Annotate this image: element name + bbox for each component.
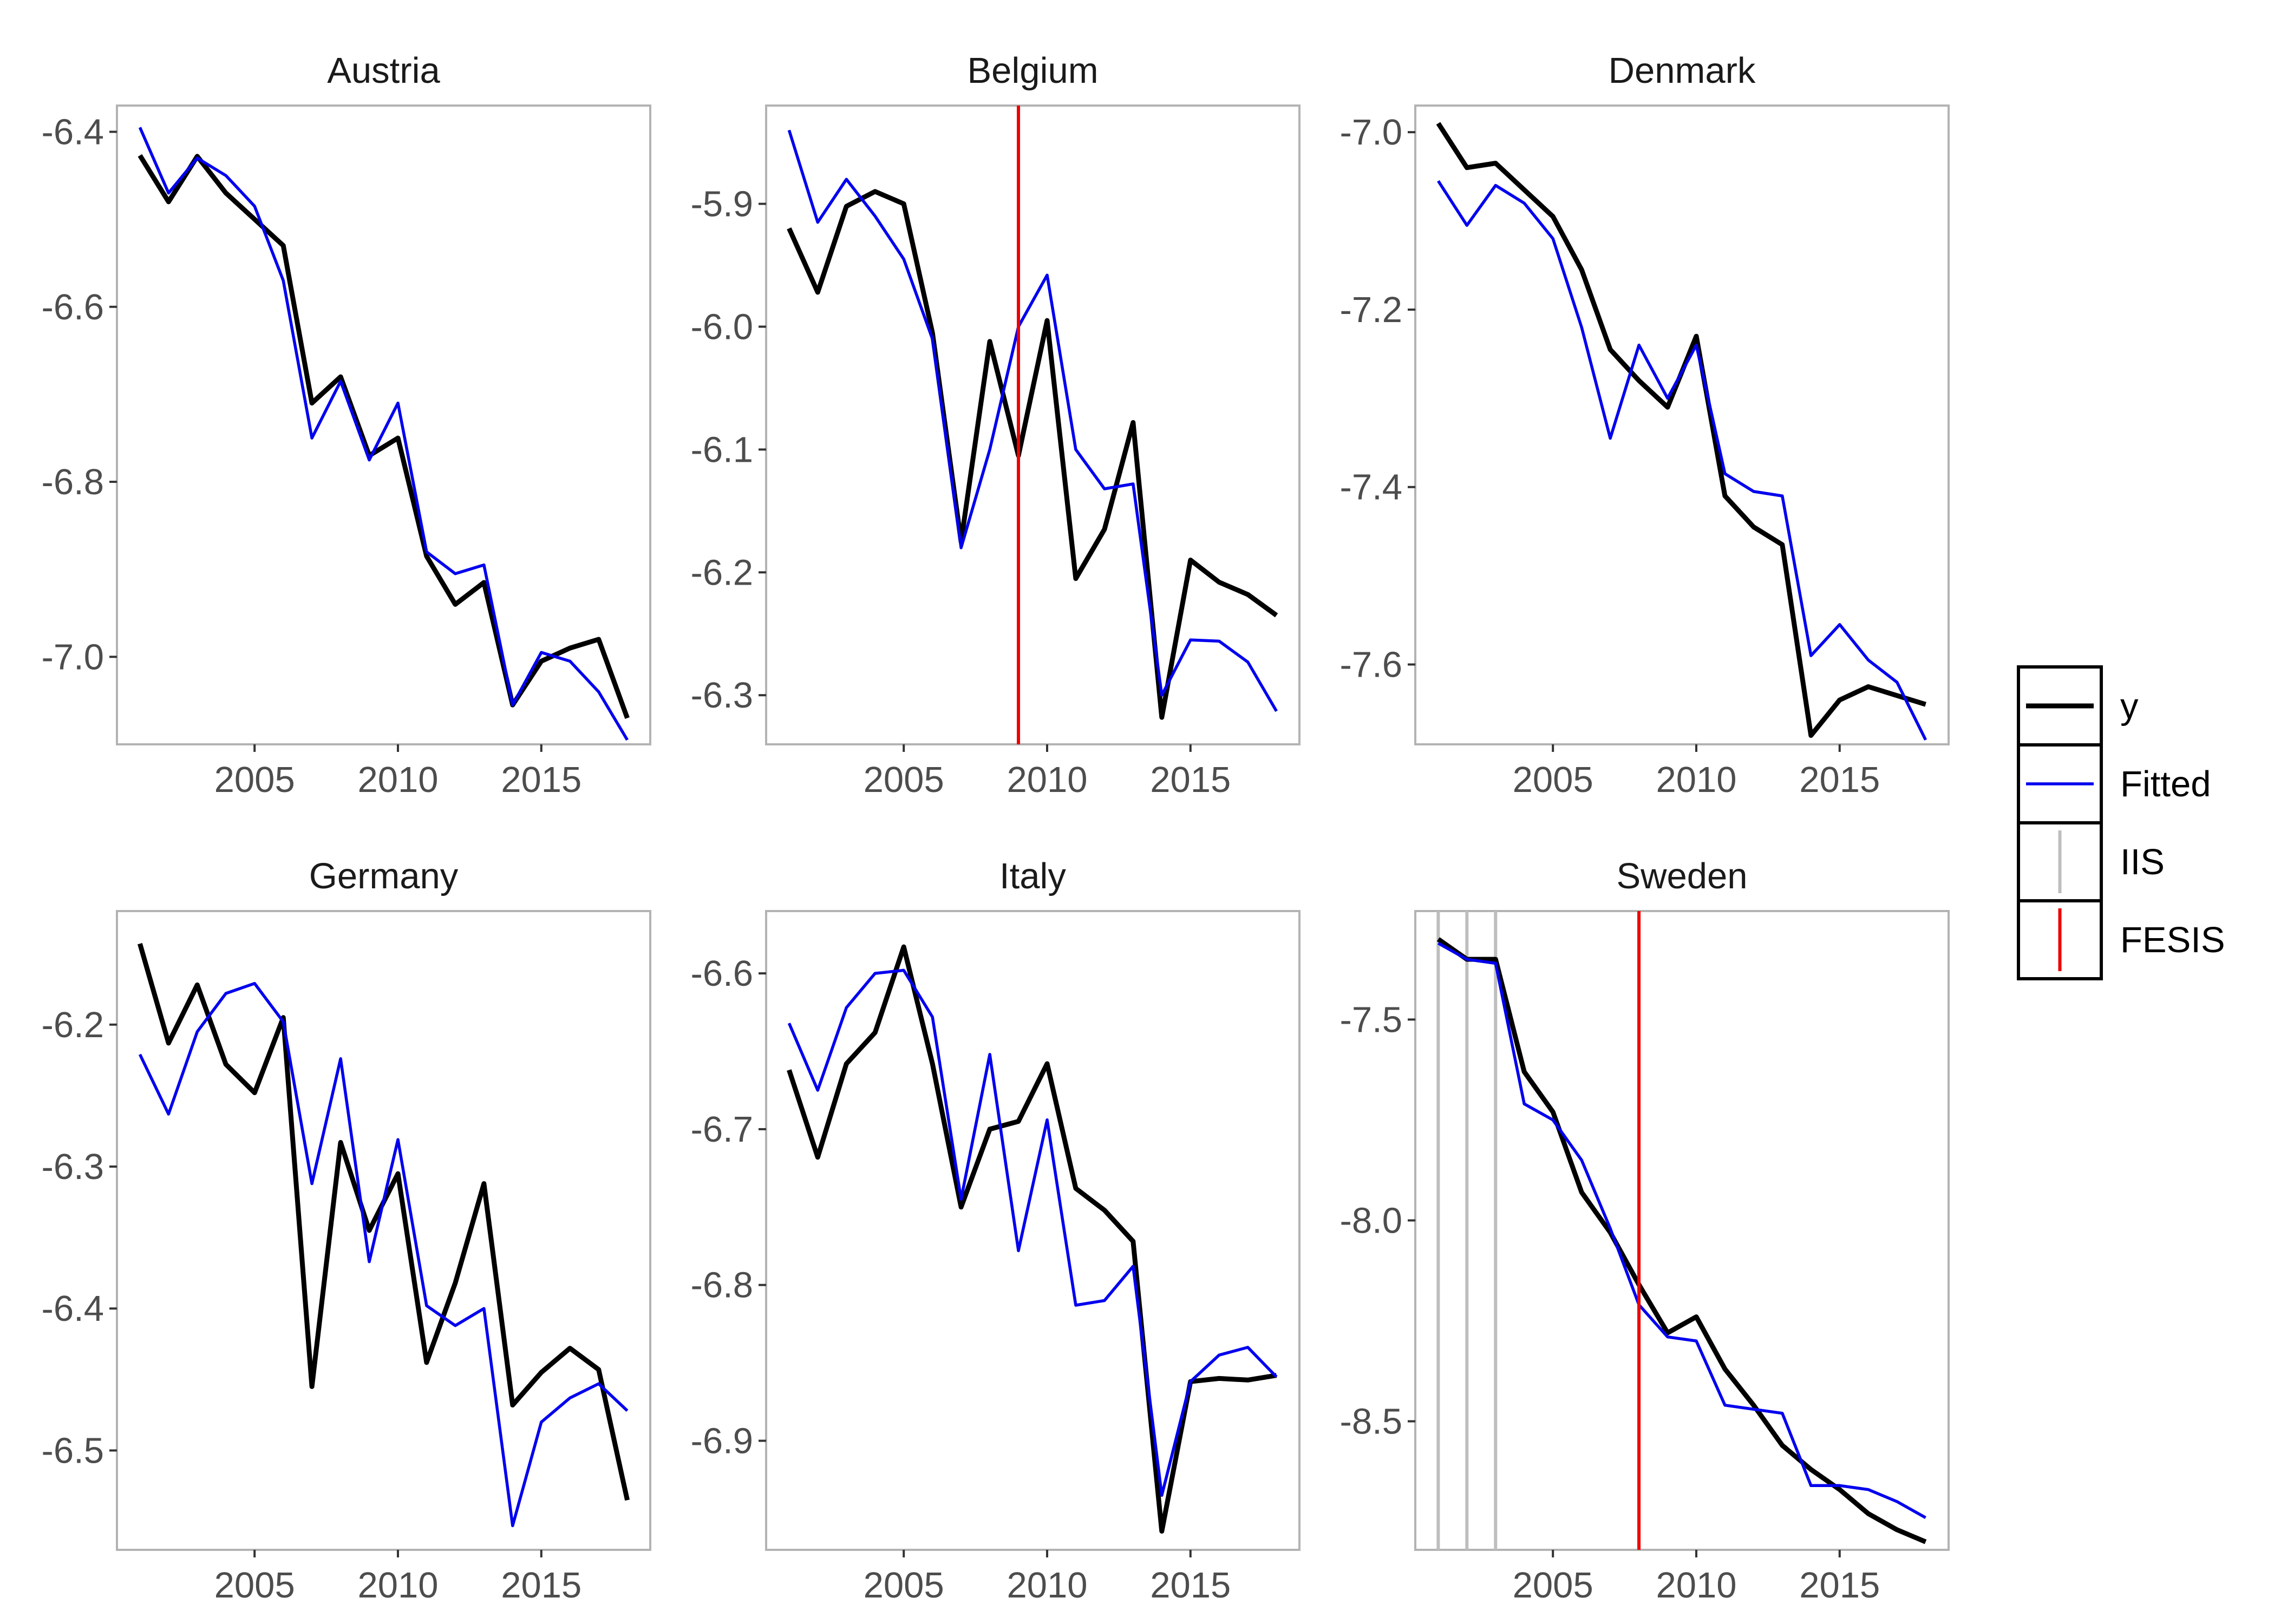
panel-frame — [765, 104, 1301, 745]
panel-data — [1436, 122, 1927, 741]
y-tick-label: -6.4 — [42, 112, 104, 152]
legend-item-iis: IIS — [2017, 821, 2165, 902]
y-tick-label: -6.3 — [691, 675, 753, 716]
y-tick-label: -6.4 — [42, 1288, 104, 1329]
panel-title: Germany — [309, 856, 459, 896]
legend-label: FESIS — [2120, 920, 2225, 960]
legend-item-y: y — [2017, 665, 2139, 746]
y-tick-label: -6.7 — [691, 1109, 753, 1150]
y-tick-label: -6.5 — [42, 1430, 104, 1471]
panel-title: Sweden — [1616, 856, 1747, 896]
series-fitted-line — [1437, 180, 1927, 741]
y-tick-label: -6.8 — [691, 1265, 753, 1306]
panel-frame — [116, 104, 651, 745]
legend: y Fitted IIS FESIS — [2017, 665, 2225, 980]
y-tick-label: -6.8 — [42, 462, 104, 502]
series-y-line — [138, 154, 630, 719]
panel-data — [787, 944, 1278, 1534]
y-tick-label: -6.1 — [691, 429, 753, 470]
panel-data — [787, 106, 1278, 744]
x-tick-label: 2015 — [1150, 759, 1231, 800]
x-tick-label: 2015 — [501, 1565, 581, 1606]
y-tick-label: -7.5 — [1340, 999, 1402, 1040]
x-tick-label: 2005 — [1513, 1565, 1593, 1606]
x-tick-label: 2005 — [1513, 759, 1593, 800]
x-tick-label: 2005 — [864, 1565, 944, 1606]
series-fitted-line — [1437, 942, 1926, 1519]
x-tick-label: 2015 — [1799, 759, 1880, 800]
y-tick-label: -6.2 — [691, 552, 753, 593]
series-fitted-line — [138, 981, 629, 1528]
y-tick-label: -7.0 — [42, 637, 104, 677]
series-y-line — [787, 189, 1278, 720]
x-tick-label: 2010 — [1656, 1565, 1736, 1606]
series-y-line — [1436, 937, 1927, 1544]
y-tick-label: -6.9 — [691, 1421, 753, 1462]
y-tick-label: -6.2 — [42, 1005, 104, 1045]
y-tick-label: -7.4 — [1340, 467, 1402, 508]
panel-frame — [1414, 104, 1950, 745]
x-tick-label: 2015 — [501, 759, 581, 800]
panel-frame — [765, 910, 1301, 1551]
y-tick-label: -6.3 — [42, 1147, 104, 1187]
panel-frame — [116, 910, 651, 1551]
panel-germany: Germany -6.2 -6.3 -6.4 -6.5 2005 2010 2015 — [42, 856, 651, 1606]
panel-title: Denmark — [1609, 50, 1756, 91]
series-fitted-line — [787, 968, 1278, 1497]
panel-denmark: Denmark -7.0 -7.2 -7.4 -7.6 2005 2010 2015 — [1340, 50, 1950, 800]
y-tick-label: -7.0 — [1340, 112, 1402, 153]
x-tick-label: 2005 — [864, 759, 944, 800]
x-tick-label: 2005 — [214, 759, 295, 800]
legend-item-fitted: Fitted — [2017, 743, 2211, 824]
x-tick-label: 2010 — [357, 759, 438, 800]
series-fitted-line — [787, 129, 1278, 712]
y-tick-label: -7.6 — [1340, 645, 1402, 685]
y-tick-label: -6.6 — [42, 287, 104, 328]
x-tick-label: 2005 — [214, 1565, 295, 1606]
panel-austria: Austria -6.4 -6.6 -6.8 -7.0 2005 2010 2015 — [42, 50, 651, 800]
legend-item-fesis: FESIS — [2017, 899, 2225, 980]
x-tick-label: 2010 — [357, 1565, 438, 1606]
y-tick-label: -7.2 — [1340, 290, 1402, 330]
panel-italy: Italy -6.6 -6.7 -6.8 -6.9 2005 2010 2015 — [691, 856, 1301, 1606]
panel-data — [138, 943, 630, 1528]
series-y-line — [787, 944, 1277, 1534]
x-tick-label: 2010 — [1007, 1565, 1087, 1606]
panel-belgium: Belgium -5.9 -6.0 -6.1 -6.2 -6.3 2005 2010 2015 — [691, 50, 1301, 800]
y-tick-label: -8.0 — [1340, 1200, 1402, 1241]
y-tick-label: -8.5 — [1340, 1402, 1402, 1442]
panel-sweden: Sweden -7.5 -8.0 -8.5 2005 2010 2015 — [1340, 856, 1950, 1606]
legend-label: IIS — [2120, 842, 2165, 882]
panel-title: Belgium — [967, 50, 1098, 91]
y-tick-label: -5.9 — [691, 184, 753, 225]
panel-title: Austria — [327, 50, 440, 91]
x-tick-label: 2015 — [1799, 1565, 1880, 1606]
x-tick-label: 2010 — [1656, 759, 1736, 800]
panel-data — [138, 127, 630, 741]
legend-label: Fitted — [2120, 764, 2211, 804]
series-fitted-line — [138, 127, 629, 741]
panel-title: Italy — [999, 856, 1066, 896]
x-tick-label: 2015 — [1150, 1565, 1231, 1606]
y-tick-label: -6.0 — [691, 306, 753, 347]
panel-data — [1436, 911, 1927, 1550]
y-tick-label: -6.6 — [691, 953, 753, 994]
panel-frame — [1414, 910, 1950, 1551]
x-tick-label: 2010 — [1007, 759, 1087, 800]
legend-label: y — [2120, 686, 2139, 726]
